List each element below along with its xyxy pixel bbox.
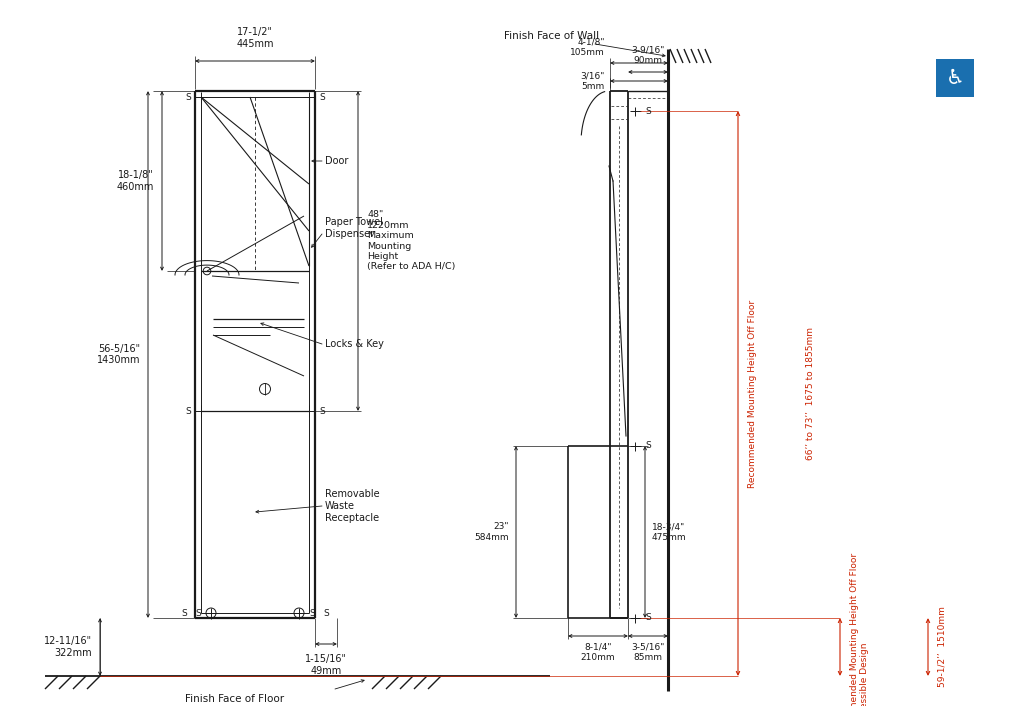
Text: S: S bbox=[309, 609, 315, 618]
Text: S: S bbox=[181, 609, 187, 618]
Text: S: S bbox=[319, 407, 325, 416]
Text: 12-11/16"
322mm: 12-11/16" 322mm bbox=[44, 636, 92, 658]
Text: Locks & Key: Locks & Key bbox=[325, 339, 384, 349]
Text: 66’’ to 73’’  1675 to 1855mm: 66’’ to 73’’ 1675 to 1855mm bbox=[806, 327, 815, 460]
Text: 1-15/16"
49mm: 1-15/16" 49mm bbox=[305, 654, 347, 676]
Text: 59-1/2’’  1510mm: 59-1/2’’ 1510mm bbox=[938, 606, 947, 688]
Text: S: S bbox=[323, 609, 329, 618]
Text: 3-9/16"
90mm: 3-9/16" 90mm bbox=[631, 46, 664, 65]
Text: S: S bbox=[186, 92, 191, 102]
Text: S: S bbox=[646, 107, 652, 116]
Text: Paper Towel
Dispenser: Paper Towel Dispenser bbox=[325, 217, 383, 239]
Text: 17-1/2"
445mm: 17-1/2" 445mm bbox=[236, 28, 274, 49]
Text: ♿: ♿ bbox=[946, 68, 965, 88]
Text: Removable
Waste
Receptacle: Removable Waste Receptacle bbox=[325, 489, 379, 522]
Text: 3-5/16"
85mm: 3-5/16" 85mm bbox=[631, 643, 664, 662]
Text: S: S bbox=[319, 92, 325, 102]
Text: S: S bbox=[646, 441, 652, 450]
Bar bbox=[936, 59, 974, 97]
Text: Door: Door bbox=[325, 156, 349, 166]
Text: 4-1/8"
105mm: 4-1/8" 105mm bbox=[570, 37, 605, 57]
Text: 3/16"
5mm: 3/16" 5mm bbox=[580, 71, 605, 90]
Text: 18-3/4"
475mm: 18-3/4" 475mm bbox=[652, 522, 687, 542]
Text: S: S bbox=[646, 614, 652, 623]
Text: Finish Face of Wall: Finish Face of Wall bbox=[504, 31, 600, 41]
Text: 8-1/4"
210mm: 8-1/4" 210mm bbox=[581, 643, 615, 662]
Text: S: S bbox=[195, 609, 201, 618]
Text: S: S bbox=[186, 407, 191, 416]
Text: Recommended Mounting Height Off Floor
For Accessible Design: Recommended Mounting Height Off Floor Fo… bbox=[850, 553, 869, 706]
Text: 56-5/16"
1430mm: 56-5/16" 1430mm bbox=[96, 344, 140, 365]
Text: Finish Face of Floor: Finish Face of Floor bbox=[186, 694, 285, 704]
Text: 18-1/8"
460mm: 18-1/8" 460mm bbox=[117, 170, 154, 192]
Text: 48"
1220mm
Maximum
Mounting
Height
(Refer to ADA H/C): 48" 1220mm Maximum Mounting Height (Refe… bbox=[367, 210, 455, 272]
Text: Recommended Mounting Height Off Floor: Recommended Mounting Height Off Floor bbox=[748, 299, 757, 488]
Text: 23"
584mm: 23" 584mm bbox=[475, 522, 509, 542]
